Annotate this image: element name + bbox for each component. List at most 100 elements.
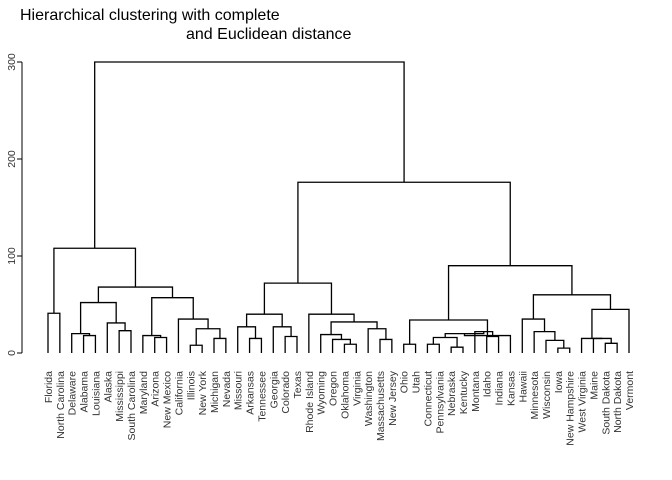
dendrogram-link xyxy=(532,294,612,320)
leaf-label: Montana xyxy=(470,371,482,412)
y-tick-label: 300 xyxy=(6,53,18,71)
leaf-label: South Dakota xyxy=(600,371,612,435)
leaf-label: New Hampshire xyxy=(565,371,577,446)
leaf-label: Tennessee xyxy=(256,371,268,422)
leaf-label: New York xyxy=(197,370,209,415)
dendrogram-link xyxy=(486,335,500,353)
leaf-label: New Jersey xyxy=(387,370,399,426)
dendrogram-link xyxy=(97,286,174,303)
chart-title-line-1: Hierarchical clustering with complete xyxy=(20,7,280,24)
leaf-label: Wyoming xyxy=(316,371,328,415)
dendrogram-link xyxy=(177,318,209,353)
leaf-label: Hawaii xyxy=(517,371,529,403)
dendrogram-link xyxy=(521,318,546,353)
y-tick-label: 100 xyxy=(6,247,18,265)
leaf-label: Maryland xyxy=(138,371,150,414)
dendrogram-link xyxy=(297,181,511,284)
chart-title-line-2: and Euclidean distance xyxy=(186,26,352,43)
leaf-labels: Florida North Carolina Delaware Alabama Loui… xyxy=(43,370,636,445)
dendrogram-link xyxy=(343,343,357,353)
leaf-label: Texas xyxy=(292,371,304,398)
leaf-label: North Dakota xyxy=(612,371,624,433)
dendrogram-link xyxy=(320,333,343,353)
dendrogram-link xyxy=(245,313,283,327)
dendrogram-link xyxy=(106,322,126,353)
leaf-label: Arizona xyxy=(150,371,162,407)
leaf-label: Missouri xyxy=(233,371,245,410)
dendrogram-link xyxy=(53,247,137,314)
dendrogram-link xyxy=(447,265,573,321)
dendrogram-link xyxy=(545,339,565,353)
dendrogram-link xyxy=(426,343,440,353)
dendrogram-link xyxy=(263,282,333,315)
leaf-label: Michigan xyxy=(209,371,221,413)
dendrogram-link xyxy=(533,331,556,353)
leaf-label: Oklahoma xyxy=(339,371,351,419)
dendrogram-link xyxy=(47,312,61,353)
leaf-label: Mississippi xyxy=(114,371,126,422)
dendrogram-link xyxy=(154,336,168,353)
leaf-label: Alaska xyxy=(102,371,114,403)
dendrogram-link xyxy=(237,326,257,353)
dendrogram-link xyxy=(71,332,91,353)
dendrogram-link xyxy=(403,343,417,353)
dendrogram-link xyxy=(79,301,117,334)
leaf-label: Nebraska xyxy=(446,371,458,416)
leaf-label: Connecticut xyxy=(422,371,434,427)
dendrogram-link xyxy=(94,61,405,249)
dendrogram-link xyxy=(379,338,393,353)
leaf-label: Indiana xyxy=(494,371,506,406)
leaf-label: Washington xyxy=(363,371,375,426)
dendrogram-links xyxy=(47,61,630,353)
leaf-label: Virginia xyxy=(351,371,363,406)
dendrogram-link xyxy=(82,334,97,353)
dendrogram-link xyxy=(151,297,194,336)
leaf-label: Oregon xyxy=(328,371,340,406)
leaf-label: Iowa xyxy=(553,371,565,393)
leaf-label: Florida xyxy=(43,371,55,403)
leaf-label: New Mexico xyxy=(162,371,174,428)
dendrogram-link xyxy=(272,326,292,353)
leaf-label: Delaware xyxy=(67,371,79,416)
leaf-label: South Carolina xyxy=(126,371,138,441)
dendrogram-link xyxy=(592,337,612,353)
leaf-label: Kansas xyxy=(505,371,517,406)
leaf-label: Ohio xyxy=(399,371,411,393)
leaf-label: Idaho xyxy=(482,371,494,397)
y-tick-label: 200 xyxy=(6,150,18,168)
dendrogram-link xyxy=(557,347,571,353)
leaf-label: Georgia xyxy=(268,371,280,409)
leaf-label: Nevada xyxy=(221,371,233,407)
dendrogram-link xyxy=(580,337,603,353)
leaf-label: Utah xyxy=(411,371,423,393)
leaf-label: Arkansas xyxy=(245,371,257,415)
dendrogram-link xyxy=(248,337,263,353)
leaf-label: Louisiana xyxy=(90,371,102,416)
dendrogram-link xyxy=(474,331,494,353)
leaf-label: Rhode Island xyxy=(304,371,316,433)
leaf-label: Maine xyxy=(588,371,600,400)
leaf-label: Kentucky xyxy=(458,370,470,414)
dendrogram-link xyxy=(142,334,162,353)
dendrogram-link xyxy=(367,328,387,353)
dendrogram-link xyxy=(604,342,618,353)
dendrogram-link xyxy=(213,337,227,353)
leaf-label: Massachusetts xyxy=(375,371,387,441)
leaf-label: Illinois xyxy=(185,371,197,400)
dendrogram-link xyxy=(432,336,458,348)
leaf-label: Alabama xyxy=(79,371,91,413)
dendrogram-link xyxy=(118,330,132,353)
leaf-label: North Carolina xyxy=(55,371,67,439)
leaf-label: Colorado xyxy=(280,371,292,414)
dendrogram-link xyxy=(331,338,352,353)
leaf-label: Pennsylvania xyxy=(434,371,446,434)
leaf-label: Vermont xyxy=(624,371,636,410)
leaf-label: West Virginia xyxy=(577,371,589,433)
leaf-label: California xyxy=(173,371,185,416)
dendrogram-link xyxy=(195,328,221,346)
dendrogram-link xyxy=(450,346,464,353)
dendrogram-link xyxy=(284,335,298,353)
leaf-label: Wisconsin xyxy=(541,371,553,419)
